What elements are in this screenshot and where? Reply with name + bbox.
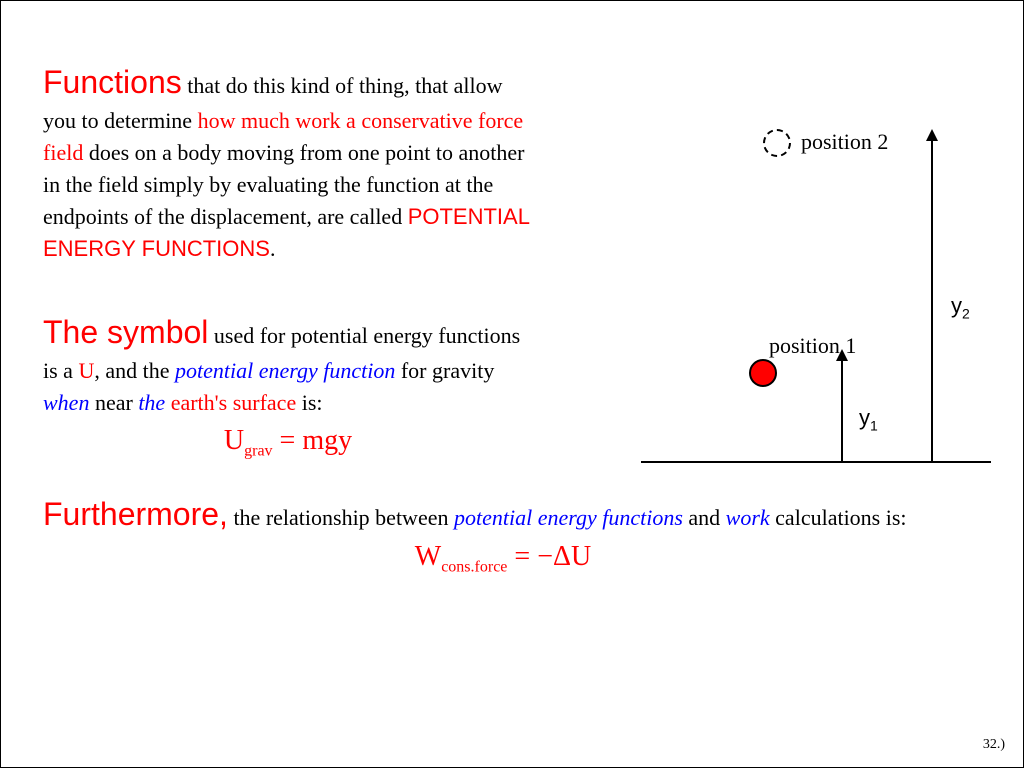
text-blue: potential energy functions xyxy=(454,505,683,530)
y1-var: y xyxy=(859,405,870,430)
y1-sub: 1 xyxy=(870,417,878,433)
formula-wcons: Wcons.force = −ΔU xyxy=(43,541,963,577)
formula-ugrav: Ugrav = mgy xyxy=(43,425,533,461)
formula-eq: = xyxy=(507,541,537,572)
text-blue: when xyxy=(43,390,89,415)
arrow-y1 xyxy=(841,351,843,461)
lead-furthermore: Furthermore, xyxy=(43,496,228,532)
lead-functions: Functions xyxy=(43,64,182,100)
formula-grav: grav xyxy=(244,443,272,460)
symbol-u: U xyxy=(78,358,94,383)
formula-eq: = xyxy=(273,425,303,456)
page-number: 32.) xyxy=(983,737,1005,753)
text: is: xyxy=(296,390,322,415)
text: . xyxy=(270,236,276,261)
formula-cons: cons.force xyxy=(441,559,507,576)
ball-position-1-icon xyxy=(749,359,777,387)
text: , and the xyxy=(94,358,175,383)
lead-symbol: The symbol xyxy=(43,314,208,350)
text-red: earth's surface xyxy=(171,390,297,415)
formula-u: U xyxy=(571,541,591,572)
label-position-1: position 1 xyxy=(769,333,856,359)
text: and xyxy=(683,505,726,530)
text: the relationship between xyxy=(228,505,454,530)
y2-var: y xyxy=(951,293,962,318)
y2-sub: 2 xyxy=(962,305,970,321)
position-diagram: position 1 position 2 y1 y2 xyxy=(641,121,991,481)
formula-w: W xyxy=(415,541,441,572)
text-blue: potential energy function xyxy=(175,358,395,383)
paragraph-functions: Functions that do this kind of thing, th… xyxy=(43,59,533,265)
formula-neg: −Δ xyxy=(537,541,571,572)
label-y2: y2 xyxy=(951,293,970,321)
ground-line xyxy=(641,461,991,463)
text: for gravity xyxy=(395,358,494,383)
ball-position-2-icon xyxy=(763,129,791,157)
text-blue: work xyxy=(726,505,770,530)
formula-rhs: mgy xyxy=(302,425,352,456)
text-blue: the xyxy=(138,390,165,415)
paragraph-symbol: The symbol used for potential energy fun… xyxy=(43,309,533,419)
text: near xyxy=(89,390,138,415)
formula-u: U xyxy=(224,425,244,456)
label-position-2: position 2 xyxy=(801,129,888,155)
paragraph-furthermore: Furthermore, the relationship between po… xyxy=(43,491,963,537)
arrow-y2 xyxy=(931,131,933,461)
text: calculations is: xyxy=(770,505,907,530)
label-y1: y1 xyxy=(859,405,878,433)
